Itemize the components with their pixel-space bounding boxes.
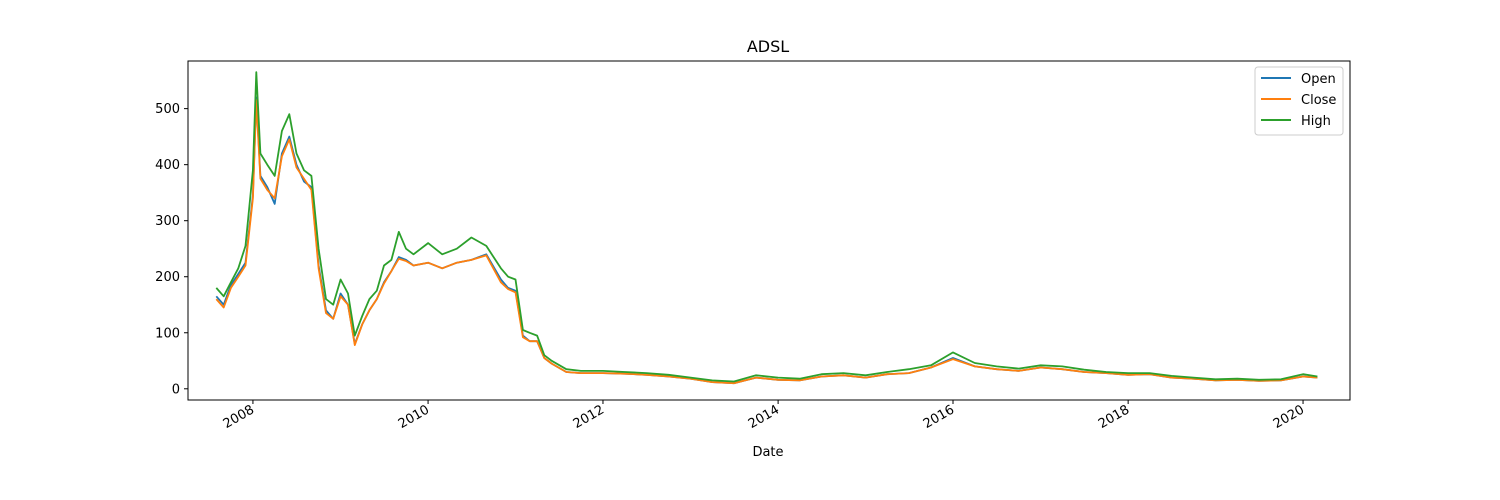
x-axis-label: Date [752, 445, 783, 460]
y-tick-label: 500 [155, 102, 180, 117]
chart-title: ADSL [747, 37, 789, 56]
legend-box [1254, 66, 1344, 136]
series-layer [215, 71, 1318, 385]
y-tick-label: 0 [172, 382, 180, 397]
series-line-high [215, 71, 1318, 383]
y-axis: 0 100 200 300 400 500 [155, 102, 188, 397]
y-tick-label: 200 [155, 270, 180, 285]
legend-label-open: Open [1301, 72, 1336, 87]
y-tick-label: 300 [155, 214, 180, 229]
y-tick-label: 100 [155, 326, 180, 341]
plot-frame [187, 60, 1351, 401]
y-tick-label: 400 [155, 158, 180, 173]
series-line-close [215, 99, 1318, 385]
legend: Open Close High [1254, 66, 1344, 136]
legend-label-high: High [1301, 114, 1331, 129]
legend-label-close: Close [1301, 93, 1336, 108]
